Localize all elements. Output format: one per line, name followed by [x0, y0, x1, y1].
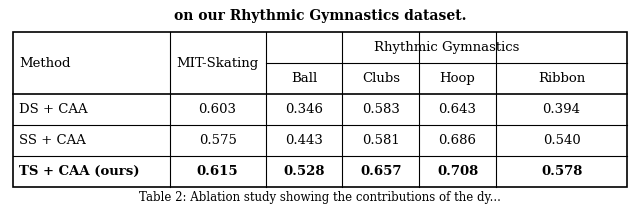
- Text: 0.528: 0.528: [284, 165, 324, 178]
- Text: 0.443: 0.443: [285, 134, 323, 147]
- Text: 0.603: 0.603: [198, 103, 237, 116]
- Text: 0.583: 0.583: [362, 103, 400, 116]
- Text: 0.575: 0.575: [198, 134, 237, 147]
- Text: MIT-Skating: MIT-Skating: [177, 56, 259, 70]
- Text: 0.708: 0.708: [437, 165, 478, 178]
- Text: Clubs: Clubs: [362, 72, 400, 85]
- Text: on our Rhythmic Gymnastics dataset.: on our Rhythmic Gymnastics dataset.: [173, 9, 467, 23]
- Bar: [13, 32, 627, 187]
- Text: 0.643: 0.643: [438, 103, 477, 116]
- Text: TS + CAA (ours): TS + CAA (ours): [19, 165, 140, 178]
- Text: 0.686: 0.686: [438, 134, 477, 147]
- Text: SS + CAA: SS + CAA: [19, 134, 86, 147]
- Text: DS + CAA: DS + CAA: [19, 103, 88, 116]
- Text: 0.657: 0.657: [360, 165, 401, 178]
- Text: Hoop: Hoop: [440, 72, 476, 85]
- Text: 0.394: 0.394: [543, 103, 580, 116]
- Text: 0.346: 0.346: [285, 103, 323, 116]
- Text: 0.578: 0.578: [541, 165, 582, 178]
- Text: Ball: Ball: [291, 72, 317, 85]
- Text: 0.540: 0.540: [543, 134, 580, 147]
- Text: 0.615: 0.615: [196, 165, 239, 178]
- Text: Table 2: Ablation study showing the contributions of the dy...: Table 2: Ablation study showing the cont…: [139, 191, 501, 204]
- Text: 0.581: 0.581: [362, 134, 399, 147]
- Text: Rhythmic Gymnastics: Rhythmic Gymnastics: [374, 41, 519, 54]
- Text: Ribbon: Ribbon: [538, 72, 585, 85]
- Text: Method: Method: [19, 56, 70, 70]
